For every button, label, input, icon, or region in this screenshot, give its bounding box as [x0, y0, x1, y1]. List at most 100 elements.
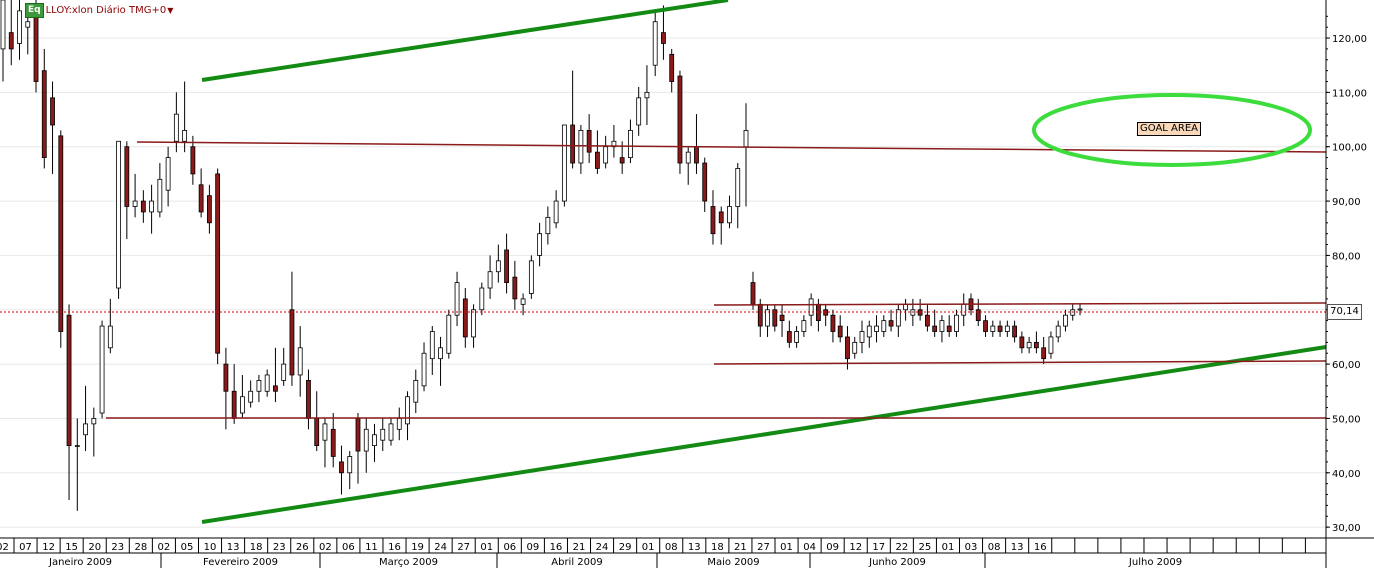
candle[interactable]: [240, 374, 245, 419]
candle[interactable]: [438, 336, 443, 386]
candle[interactable]: [314, 391, 320, 452]
candle[interactable]: [636, 86, 642, 136]
candle[interactable]: [694, 114, 699, 174]
candle[interactable]: [512, 260, 518, 310]
candle[interactable]: [677, 70, 683, 174]
candle[interactable]: [528, 255, 534, 299]
candle[interactable]: [396, 407, 402, 441]
candle[interactable]: [182, 81, 188, 153]
candle[interactable]: [710, 190, 716, 245]
candle[interactable]: [570, 70, 576, 169]
range-bottom-line[interactable]: [713, 360, 1327, 365]
candle[interactable]: [765, 304, 770, 337]
candle[interactable]: [859, 320, 865, 354]
candle[interactable]: [644, 65, 650, 125]
candle[interactable]: [347, 451, 353, 490]
candle[interactable]: [786, 320, 792, 348]
candle[interactable]: [264, 369, 270, 397]
candle[interactable]: [603, 135, 609, 169]
upper-trendline[interactable]: [201, 0, 729, 82]
candle[interactable]: [363, 418, 369, 473]
candle[interactable]: [561, 124, 567, 207]
candle[interactable]: [628, 119, 633, 164]
candle[interactable]: [149, 184, 155, 234]
candle[interactable]: [41, 48, 47, 169]
candle[interactable]: [954, 309, 959, 337]
candle[interactable]: [1041, 336, 1047, 365]
candle[interactable]: [372, 423, 377, 462]
candle[interactable]: [83, 385, 88, 452]
candle[interactable]: [983, 315, 988, 337]
candle[interactable]: [223, 347, 229, 430]
candle[interactable]: [413, 369, 419, 414]
candle[interactable]: [990, 320, 996, 337]
candle[interactable]: [132, 173, 138, 218]
candle[interactable]: [157, 163, 163, 218]
candle[interactable]: [888, 309, 894, 332]
goal-area-ellipse[interactable]: [1032, 93, 1312, 167]
candle[interactable]: [487, 255, 493, 299]
candle[interactable]: [8, 0, 14, 66]
range-top-line[interactable]: [713, 302, 1327, 306]
candle[interactable]: [1077, 304, 1083, 316]
candle[interactable]: [405, 391, 410, 441]
candle[interactable]: [462, 288, 468, 348]
candle[interactable]: [289, 271, 295, 386]
candle[interactable]: [471, 304, 476, 348]
candle[interactable]: [1026, 336, 1032, 354]
candle[interactable]: [66, 304, 72, 500]
candle[interactable]: [454, 271, 460, 327]
candle[interactable]: [852, 336, 858, 359]
candle[interactable]: [816, 298, 821, 332]
candle[interactable]: [794, 326, 799, 348]
candle[interactable]: [215, 168, 221, 365]
candle[interactable]: [895, 304, 901, 337]
candle[interactable]: [718, 206, 724, 245]
candle[interactable]: [830, 309, 836, 343]
candle[interactable]: [743, 103, 749, 207]
candle[interactable]: [772, 304, 778, 332]
resistance-line-100[interactable]: [136, 141, 1327, 153]
candle[interactable]: [1019, 331, 1025, 354]
candle[interactable]: [504, 233, 509, 294]
candle[interactable]: [595, 130, 600, 174]
lower-trendline[interactable]: [201, 345, 1327, 524]
candle[interactable]: [553, 190, 559, 229]
candle[interactable]: [727, 195, 732, 229]
candle[interactable]: [939, 315, 945, 343]
candle[interactable]: [297, 326, 303, 397]
candle[interactable]: [808, 293, 814, 327]
candle[interactable]: [330, 413, 336, 468]
candle[interactable]: [1063, 309, 1068, 332]
candle[interactable]: [685, 146, 691, 185]
candle[interactable]: [339, 445, 344, 495]
candle[interactable]: [874, 315, 879, 343]
candle[interactable]: [273, 347, 278, 403]
goal-area-label[interactable]: GOAL AREA: [1137, 122, 1201, 136]
candle[interactable]: [932, 309, 938, 337]
candle[interactable]: [1012, 320, 1017, 343]
candle[interactable]: [0, 0, 6, 82]
caret-down-icon[interactable]: ▼: [167, 5, 174, 15]
candle[interactable]: [903, 298, 908, 321]
candle[interactable]: [429, 326, 435, 375]
candle[interactable]: [845, 326, 850, 370]
candle[interactable]: [173, 92, 179, 153]
candle[interactable]: [735, 163, 741, 229]
candle[interactable]: [997, 320, 1003, 337]
eq-badge[interactable]: Eq: [25, 2, 44, 18]
candle[interactable]: [198, 168, 204, 218]
candle[interactable]: [91, 407, 97, 457]
candle[interactable]: [479, 282, 485, 316]
chart-header[interactable]: Eq LLOY:xlon Diário TMG+0 ▼: [25, 2, 174, 18]
candle[interactable]: [801, 315, 807, 337]
candle[interactable]: [750, 271, 756, 310]
candle[interactable]: [823, 304, 829, 327]
candle[interactable]: [17, 0, 22, 60]
candle[interactable]: [779, 304, 785, 337]
candle[interactable]: [917, 298, 923, 321]
candle[interactable]: [881, 315, 887, 337]
candle[interactable]: [281, 347, 287, 386]
candle[interactable]: [1004, 320, 1010, 337]
candle[interactable]: [611, 124, 617, 158]
